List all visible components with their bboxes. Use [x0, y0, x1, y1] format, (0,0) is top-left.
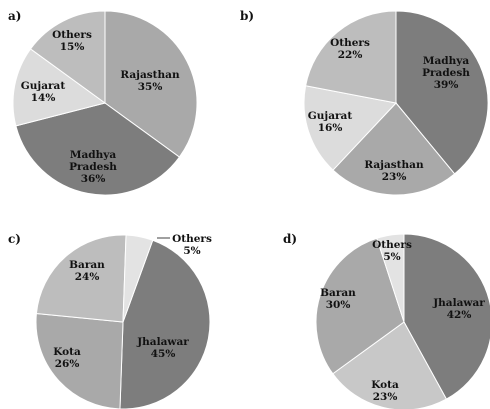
slice-kota	[35, 312, 124, 409]
pie-panel-3: c) Jhalawar 45% Kota 26% Baran 24% Others 5%	[8, 232, 212, 409]
slice-label-rajasthan: Rajasthan 23%	[364, 159, 424, 183]
slice-others	[122, 234, 154, 323]
slice-jhalawar	[403, 233, 490, 400]
slice-rajasthan	[332, 102, 456, 196]
panel-label: a)	[8, 9, 21, 23]
slice-kota	[332, 321, 448, 409]
slice-gujarat	[12, 48, 107, 127]
slice-label-kota: Kota 23%	[371, 379, 399, 403]
slice-baran	[315, 237, 405, 375]
slice-label-others: Others 5%	[372, 239, 412, 263]
slice-label-jhalawar: Jhalawar 45%	[136, 336, 189, 360]
panel-label: c)	[8, 232, 21, 246]
slice-others	[376, 233, 405, 323]
slice-jhalawar	[119, 239, 211, 409]
pie-panel-2: b) Madhya Pradesh 39% Rajasthan 23% Gujarat 16%…	[240, 9, 489, 196]
slice-label-madhya-pradesh: Madhya Pradesh 39%	[422, 55, 470, 91]
pie-panel-4: d) Jhalawar 42% Kota 23% Baran 30% Others 5%	[283, 232, 490, 409]
slice-label-gujarat: Gujarat 14%	[21, 80, 66, 104]
panel-label: d)	[283, 232, 297, 246]
slice-label-others: Others 15%	[52, 29, 92, 53]
pie-panel-1: a) Rajasthan 35% Madhya Pradesh 36% Gujarat 14%…	[8, 9, 198, 196]
slice-label-rajasthan: Rajasthan 35%	[120, 69, 180, 93]
slice-label-jhalawar: Jhalawar 42%	[432, 297, 485, 321]
slice-label-madhya-pradesh: Madhya Pradesh 36%	[69, 149, 117, 185]
slice-rajasthan	[104, 10, 198, 158]
slice-baran	[35, 234, 127, 323]
slice-others	[305, 10, 397, 104]
slice-gujarat	[303, 85, 397, 171]
slice-madhya-pradesh	[395, 10, 489, 175]
slice-label-gujarat: Gujarat 16%	[308, 110, 353, 134]
slice-label-others: Others 5%	[172, 233, 212, 257]
slice-label-baran: Baran 30%	[320, 287, 356, 311]
slice-others	[29, 10, 106, 104]
slice-madhya-pradesh	[15, 102, 181, 196]
slice-label-others: Others 22%	[330, 37, 370, 61]
slice-label-baran: Baran 24%	[69, 259, 105, 283]
slice-label-kota: Kota 26%	[53, 346, 81, 370]
panel-label: b)	[240, 9, 254, 23]
